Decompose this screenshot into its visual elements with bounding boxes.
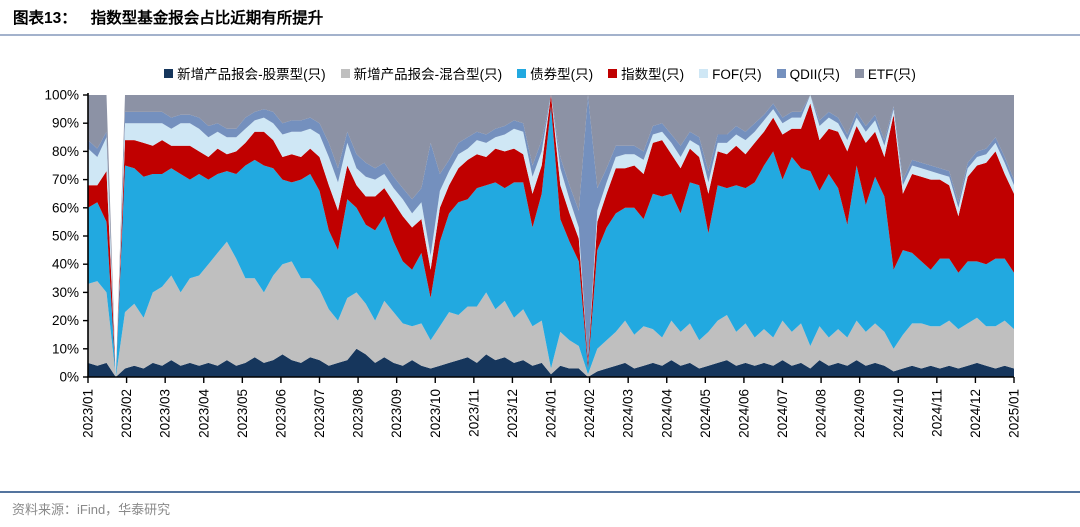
- x-tick-label: 2023/10: [428, 389, 443, 438]
- x-tick-label: 2023/06: [273, 389, 288, 438]
- x-tick-label: 2024/10: [891, 389, 906, 438]
- legend-label: ETF(只): [867, 67, 916, 82]
- x-tick-label: 2024/05: [698, 389, 713, 438]
- x-tick-label: 2025/01: [1007, 389, 1022, 438]
- chart-title-prefix: 图表13：: [13, 10, 77, 27]
- legend-label: QDII(只): [789, 67, 840, 82]
- area-series-2: [88, 106, 1014, 378]
- y-tick-label: 100%: [44, 88, 79, 103]
- chart-legend: 新增产品报会-股票型(只) 新增产品报会-混合型(只) 债券型(只) 指数型(只) FO…: [0, 63, 1080, 83]
- y-tick-label: 20%: [52, 313, 79, 328]
- x-tick-label: 2023/12: [505, 389, 520, 438]
- legend-label: FOF(只): [712, 67, 762, 82]
- legend-swatch: [608, 68, 618, 78]
- y-tick-label: 0%: [59, 370, 79, 385]
- legend-label: 新增产品报会-股票型(只): [177, 67, 326, 82]
- legend-label: 债券型(只): [530, 67, 594, 82]
- stacked-area-chart: 0% 10% 20% 30% 40% 50% 60% 70% 80% 90% 100% 2023/01…: [44, 88, 1022, 438]
- x-tick-label: 2023/11: [466, 389, 481, 437]
- x-tick-label: 2024/06: [736, 389, 751, 438]
- x-tick-label: 2023/07: [312, 389, 327, 438]
- area-series-0: [88, 348, 1014, 377]
- x-tick-label: 2023/01: [81, 389, 96, 438]
- legend-item: 债券型(只): [517, 63, 593, 83]
- x-tick-label: 2024/08: [814, 389, 829, 438]
- y-tick-label: 60%: [52, 200, 79, 215]
- legend-swatch: [164, 68, 174, 78]
- x-tick-label: 2024/01: [544, 389, 559, 438]
- legend-item: 指数型(只): [608, 63, 684, 83]
- legend-item: QDII(只): [776, 63, 840, 83]
- legend-swatch: [340, 68, 350, 78]
- x-tick-label: 2023/08: [351, 389, 366, 438]
- y-tick-label: 70%: [52, 172, 79, 187]
- chart-title-text: 指数型基金报会占比近期有所提升: [90, 10, 324, 27]
- y-tick-label: 10%: [52, 341, 79, 356]
- legend-swatch: [776, 68, 786, 78]
- x-tick-label: 2024/02: [582, 389, 597, 438]
- legend-item: FOF(只): [699, 63, 762, 83]
- legend-swatch: [699, 68, 709, 78]
- legend-label: 新增产品报会-混合型(只): [353, 67, 503, 82]
- chart-title: 图表13： 指数型基金报会占比近期有所提升: [13, 6, 323, 28]
- y-tick-label: 40%: [52, 257, 79, 272]
- source-rule: [0, 491, 1080, 493]
- x-tick-label: 2023/09: [389, 389, 404, 438]
- legend-item: 新增产品报会-股票型(只): [164, 63, 326, 83]
- area-series-1: [88, 241, 1014, 377]
- legend-item: 新增产品报会-混合型(只): [340, 63, 503, 83]
- x-tick-label: 2024/09: [852, 389, 867, 438]
- x-tick-label: 2023/03: [158, 389, 173, 438]
- x-tick-label: 2024/03: [621, 389, 636, 438]
- y-tick-label: 90%: [52, 116, 79, 131]
- y-tick-label: 30%: [52, 285, 79, 300]
- x-tick-label: 2023/04: [196, 389, 211, 438]
- area-series-6: [88, 95, 1014, 377]
- legend-label: 指数型(只): [621, 67, 685, 82]
- legend-swatch: [517, 68, 527, 78]
- legend-swatch: [854, 68, 864, 78]
- x-tick-label: 2024/07: [775, 389, 790, 438]
- area-series-5: [88, 95, 1014, 377]
- x-tick-label: 2024/04: [659, 389, 674, 438]
- source-text: 资料来源：iFind，华泰研究: [12, 502, 171, 517]
- y-tick-label: 80%: [52, 144, 79, 159]
- title-rule: [0, 34, 1080, 36]
- y-tick-label: 50%: [52, 229, 79, 244]
- x-tick-label: 2024/11: [929, 389, 944, 437]
- x-tick-label: 2024/12: [968, 389, 983, 438]
- area-series-3: [88, 95, 1014, 377]
- x-tick-label: 2023/02: [119, 389, 134, 438]
- x-tick-label: 2023/05: [235, 389, 250, 438]
- legend-item: ETF(只): [854, 63, 916, 83]
